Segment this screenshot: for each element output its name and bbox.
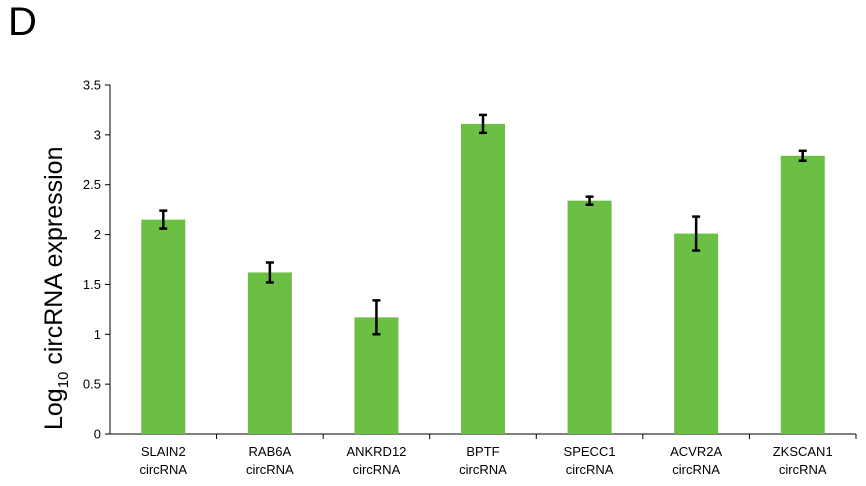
x-tick-label: circRNA [566, 462, 614, 477]
bar [674, 233, 719, 434]
x-tick-label: circRNA [246, 462, 294, 477]
x-tick-label: RAB6A [249, 444, 292, 459]
y-tick-label: 2.5 [83, 177, 101, 192]
y-tick-label: 1 [94, 327, 101, 342]
x-tick-label: circRNA [779, 462, 827, 477]
bar [461, 123, 505, 434]
x-tick-label: BPTF [466, 444, 499, 459]
bar [141, 219, 186, 434]
x-tick-label: ZKSCAN1 [773, 444, 833, 459]
y-tick-label: 0.5 [83, 377, 101, 392]
x-tick-label: circRNA [672, 462, 720, 477]
x-tick-label: ACVR2A [670, 444, 722, 459]
bar [354, 317, 399, 434]
y-tick-label: 2 [94, 227, 101, 242]
y-tick-label: 0 [94, 427, 101, 442]
x-tick-label: circRNA [459, 462, 507, 477]
panel-label: D [8, 0, 37, 44]
y-tick-label: 3.5 [83, 78, 101, 93]
x-tick-label: circRNA [353, 462, 401, 477]
y-tick-label: 1.5 [83, 277, 101, 292]
bar [567, 200, 612, 434]
x-tick-label: SLAIN2 [141, 444, 186, 459]
bar [247, 272, 292, 434]
x-tick-label: SPECC1 [564, 444, 616, 459]
x-tick-label: ANKRD12 [346, 444, 406, 459]
y-tick-label: 3 [94, 127, 101, 142]
bar [780, 155, 825, 434]
x-tick-label: circRNA [139, 462, 187, 477]
